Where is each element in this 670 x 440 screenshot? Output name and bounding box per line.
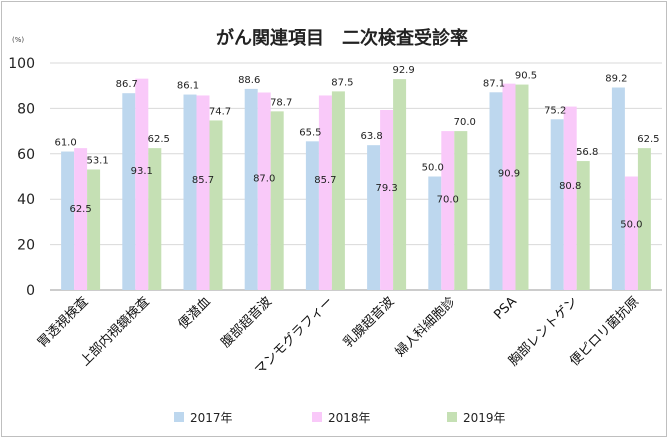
legend-swatch <box>312 412 322 422</box>
bar-2017年 <box>122 93 136 290</box>
x-category-label: 婦人科細胞診 <box>392 294 458 360</box>
data-label-2019: 74.7 <box>209 106 231 117</box>
bar-2019年 <box>209 120 223 290</box>
bar-2018年 <box>441 131 455 290</box>
data-label-2018: 80.8 <box>559 181 581 192</box>
bar-2019年 <box>637 148 651 290</box>
legend-label: 2018年 <box>328 411 371 425</box>
bar-2019年 <box>515 84 529 290</box>
data-label-2017: 61.0 <box>54 138 76 149</box>
bar-2017年 <box>183 94 197 290</box>
data-label-2018: 93.1 <box>131 166 153 177</box>
data-label-2018: 70.0 <box>437 195 459 206</box>
data-label-2019: 53.1 <box>86 155 108 166</box>
bars <box>61 78 651 291</box>
legend-label: 2017年 <box>190 411 233 425</box>
data-label-2019: 62.5 <box>637 134 659 145</box>
bar-2017年 <box>428 176 442 290</box>
y-tick-label: 40 <box>17 192 35 208</box>
data-label-2019: 78.7 <box>270 97 292 108</box>
bar-2019年 <box>87 169 101 290</box>
data-label-2017: 65.5 <box>299 127 321 138</box>
legend-swatch <box>447 412 457 422</box>
y-tick-label: 100 <box>8 56 35 72</box>
data-label-2019: 87.5 <box>331 77 353 88</box>
data-label-2017: 63.8 <box>360 131 382 142</box>
x-category-label: 胃透視検査 <box>35 294 92 351</box>
y-axis-ticks: 0 20 40 60 80 100 <box>8 56 35 299</box>
data-label-2017: 88.6 <box>238 75 260 86</box>
legend-label: 2019年 <box>463 411 506 425</box>
bar-2017年 <box>367 145 381 290</box>
y-tick-label: 60 <box>17 147 35 163</box>
data-label-2019: 70.0 <box>454 117 476 128</box>
x-category-label: 便潜血 <box>176 294 214 332</box>
bar-2018年 <box>74 148 88 290</box>
bar-2018年 <box>135 78 149 291</box>
data-label-2018: 79.3 <box>375 183 397 194</box>
x-category-label: 腹部超音波 <box>218 294 275 351</box>
bar-2019年 <box>148 148 162 290</box>
data-label-2019: 90.5 <box>515 71 537 82</box>
data-label-2018: 62.5 <box>69 204 91 215</box>
data-label-2018: 90.9 <box>498 169 520 180</box>
legend-swatch <box>174 412 184 422</box>
data-label-2019: 92.9 <box>392 65 414 76</box>
bar-2019年 <box>331 91 345 290</box>
bar-2017年 <box>244 88 258 291</box>
legend: 2017年 2018年 2019年 <box>174 411 506 425</box>
bar-2018年 <box>624 176 638 290</box>
bar-2019年 <box>270 111 284 290</box>
data-label-2017: 89.2 <box>605 74 627 85</box>
bar-2018年 <box>257 92 271 290</box>
x-category-label: PSA <box>491 294 520 323</box>
data-label-2018: 50.0 <box>620 220 642 231</box>
data-label-2017: 50.0 <box>422 163 444 174</box>
bar-2017年 <box>61 151 75 290</box>
data-label-2017: 87.1 <box>483 78 505 89</box>
data-label-2018: 85.7 <box>314 175 336 186</box>
y-tick-label: 80 <box>17 101 35 117</box>
data-label-2019: 62.5 <box>148 134 170 145</box>
data-label-2017: 86.7 <box>116 79 138 90</box>
data-label-2018: 85.7 <box>192 175 214 186</box>
bar-2019年 <box>576 161 590 290</box>
bar-2017年 <box>550 119 564 291</box>
bar-2019年 <box>454 131 468 290</box>
bar-2017年 <box>489 92 503 291</box>
bar-2018年 <box>502 83 516 290</box>
data-labels: 61.0 62.5 53.1 86.7 93.1 62.5 86.1 85.7 74.7 88.6… <box>54 65 659 230</box>
bar-2017年 <box>305 141 319 290</box>
bar-2018年 <box>318 95 332 290</box>
x-category-label: 乳腺超音波 <box>340 294 397 351</box>
data-label-2018: 87.0 <box>253 173 275 184</box>
bar-2019年 <box>393 79 407 290</box>
y-axis-unit: (%) <box>12 36 24 44</box>
bar-2017年 <box>611 87 625 291</box>
bar-2018年 <box>380 109 394 290</box>
bar-2018年 <box>563 106 577 290</box>
data-label-2017: 75.2 <box>544 105 566 116</box>
y-tick-label: 0 <box>26 283 35 299</box>
bar-2018年 <box>196 95 210 290</box>
data-label-2019: 56.8 <box>576 147 598 158</box>
y-tick-label: 20 <box>17 238 35 254</box>
data-label-2017: 86.1 <box>177 81 199 92</box>
chart-title: がん関連項目 二次検査受診率 <box>216 27 468 49</box>
